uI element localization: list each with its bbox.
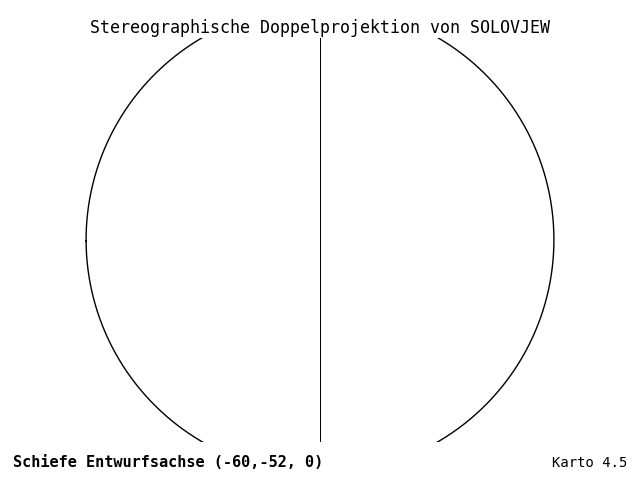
Text: Stereographische Doppelprojektion von SOLOVJEW: Stereographische Doppelprojektion von SO…: [90, 19, 550, 37]
Text: Schiefe Entwurfsachse (-60,-52, 0): Schiefe Entwurfsachse (-60,-52, 0): [13, 456, 323, 470]
Text: Karto 4.5: Karto 4.5: [552, 456, 627, 470]
